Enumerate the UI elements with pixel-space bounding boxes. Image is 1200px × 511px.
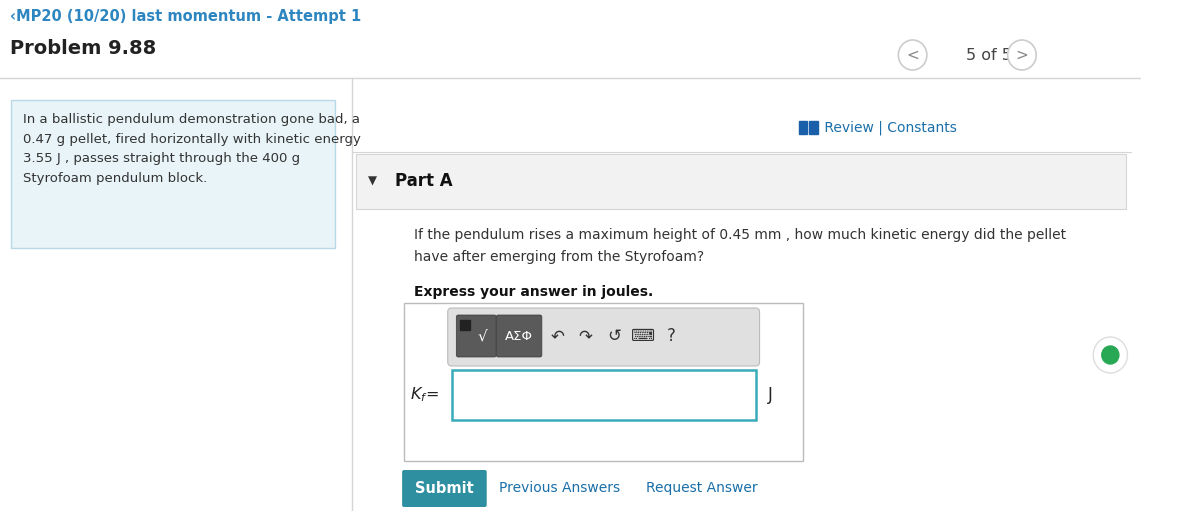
Text: <: < [906,48,919,62]
FancyBboxPatch shape [404,303,803,461]
Text: Request Answer: Request Answer [647,481,758,495]
Text: Previous Answers: Previous Answers [499,481,620,495]
Text: J: J [768,386,773,404]
Text: In a ballistic pendulum demonstration gone bad, a
0.47 g pellet, fired horizonta: In a ballistic pendulum demonstration go… [23,113,361,184]
FancyBboxPatch shape [497,315,542,357]
Bar [460,320,469,330]
Text: Part A: Part A [395,172,452,190]
Text: Express your answer in joules.: Express your answer in joules. [414,285,653,299]
FancyBboxPatch shape [456,315,497,357]
Bar [798,121,808,134]
Text: ⌨: ⌨ [631,327,655,345]
Circle shape [1093,337,1128,373]
Bar [809,121,817,134]
Text: If the pendulum rises a maximum height of 0.45 mm , how much kinetic energy did : If the pendulum rises a maximum height o… [414,228,1066,264]
Text: >: > [1015,48,1028,62]
FancyBboxPatch shape [12,100,335,248]
Text: ‹MP20 (10/20) last momentum - Attempt 1: ‹MP20 (10/20) last momentum - Attempt 1 [10,9,361,24]
FancyBboxPatch shape [402,470,487,507]
Circle shape [1008,40,1036,70]
Circle shape [1102,346,1118,364]
Text: ↷: ↷ [578,327,593,345]
Text: √: √ [478,329,487,343]
Text: Review | Constants: Review | Constants [821,121,958,135]
Text: ?: ? [667,327,676,345]
FancyBboxPatch shape [448,308,760,366]
Text: ▼: ▼ [368,174,377,188]
Text: ↶: ↶ [550,327,564,345]
Text: 5 of 5: 5 of 5 [966,48,1012,62]
Text: ↺: ↺ [607,327,622,345]
Text: Problem 9.88: Problem 9.88 [10,38,156,58]
Text: ΑΣΦ: ΑΣΦ [505,330,533,342]
FancyBboxPatch shape [451,370,756,420]
Text: Submit: Submit [414,480,473,496]
Text: $K_f\!=\!$: $K_f\!=\!$ [410,386,439,404]
FancyBboxPatch shape [356,154,1127,209]
Circle shape [899,40,926,70]
